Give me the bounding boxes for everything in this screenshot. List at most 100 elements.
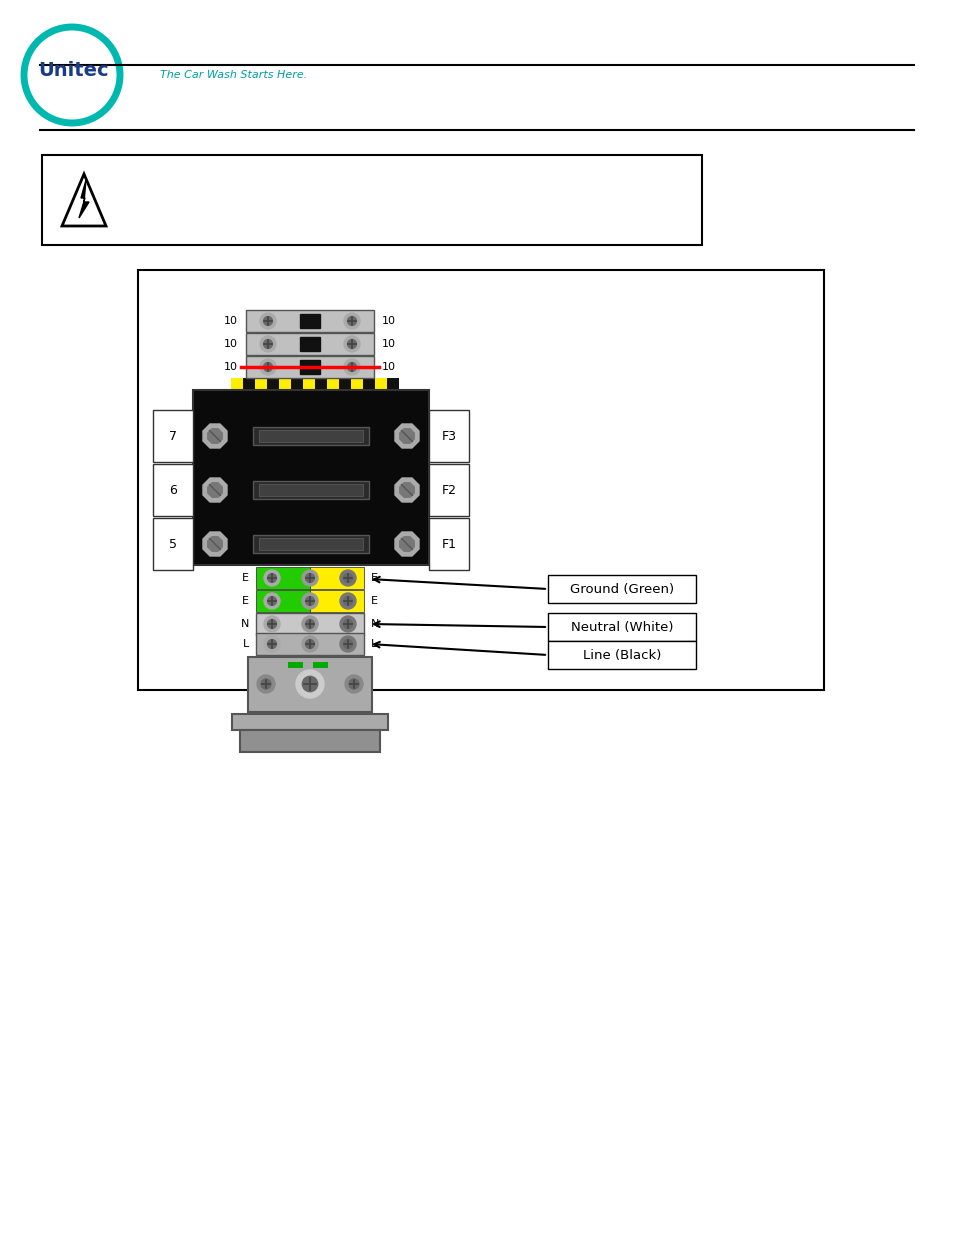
Bar bbox=[363, 391, 375, 403]
Circle shape bbox=[264, 616, 280, 632]
Bar bbox=[231, 391, 243, 403]
Text: Neutral (White): Neutral (White) bbox=[570, 620, 673, 634]
Circle shape bbox=[302, 571, 317, 585]
Bar bbox=[338, 378, 351, 391]
Bar bbox=[327, 378, 338, 391]
Circle shape bbox=[347, 340, 356, 348]
Circle shape bbox=[344, 359, 359, 375]
Circle shape bbox=[268, 573, 276, 583]
Circle shape bbox=[339, 616, 355, 632]
Bar bbox=[547, 576, 696, 603]
Text: 10: 10 bbox=[224, 316, 237, 326]
Circle shape bbox=[302, 593, 317, 609]
Bar bbox=[299, 337, 319, 351]
Circle shape bbox=[295, 671, 324, 698]
Bar bbox=[152, 517, 193, 571]
Text: 10: 10 bbox=[224, 362, 237, 372]
Circle shape bbox=[260, 336, 275, 352]
Bar bbox=[338, 391, 351, 403]
Text: Line (Black): Line (Black) bbox=[582, 648, 660, 662]
Text: 10: 10 bbox=[381, 316, 395, 326]
Circle shape bbox=[264, 593, 280, 609]
Bar bbox=[267, 378, 278, 391]
Bar bbox=[429, 517, 469, 571]
Bar bbox=[255, 590, 310, 613]
Bar bbox=[547, 613, 696, 641]
Circle shape bbox=[24, 27, 120, 124]
Circle shape bbox=[263, 340, 273, 348]
Bar bbox=[231, 378, 243, 391]
Circle shape bbox=[260, 359, 275, 375]
Text: N: N bbox=[240, 619, 249, 629]
Circle shape bbox=[268, 620, 276, 629]
Text: F2: F2 bbox=[441, 483, 456, 496]
Polygon shape bbox=[395, 478, 418, 501]
Bar bbox=[248, 657, 372, 713]
Bar bbox=[351, 378, 363, 391]
Text: Unitec: Unitec bbox=[39, 61, 110, 79]
Polygon shape bbox=[203, 478, 227, 501]
Circle shape bbox=[339, 636, 355, 652]
Polygon shape bbox=[208, 537, 222, 551]
Text: 10: 10 bbox=[381, 338, 395, 350]
Bar bbox=[258, 484, 363, 496]
Circle shape bbox=[339, 571, 355, 585]
Bar bbox=[387, 378, 398, 391]
Circle shape bbox=[260, 312, 275, 329]
Circle shape bbox=[344, 336, 359, 352]
Bar bbox=[253, 427, 369, 445]
Circle shape bbox=[347, 363, 356, 372]
Bar bbox=[246, 333, 374, 354]
Bar bbox=[314, 378, 327, 391]
Text: N: N bbox=[371, 619, 379, 629]
Polygon shape bbox=[399, 429, 414, 443]
Text: F1: F1 bbox=[441, 537, 456, 551]
Text: 6: 6 bbox=[169, 483, 176, 496]
Bar bbox=[278, 378, 291, 391]
Bar bbox=[303, 378, 314, 391]
Circle shape bbox=[347, 316, 356, 325]
Circle shape bbox=[263, 316, 273, 325]
Circle shape bbox=[302, 616, 317, 632]
Circle shape bbox=[268, 640, 276, 648]
Circle shape bbox=[343, 597, 352, 605]
Circle shape bbox=[264, 571, 280, 585]
Text: E: E bbox=[242, 597, 249, 606]
Bar bbox=[351, 391, 363, 403]
Text: L: L bbox=[371, 638, 376, 650]
Circle shape bbox=[343, 573, 352, 583]
Polygon shape bbox=[399, 537, 414, 551]
Bar bbox=[314, 391, 327, 403]
Bar bbox=[254, 378, 267, 391]
Bar bbox=[258, 538, 363, 550]
Circle shape bbox=[305, 640, 314, 648]
Polygon shape bbox=[62, 174, 106, 226]
Bar bbox=[429, 410, 469, 462]
Text: The Car Wash Starts Here.: The Car Wash Starts Here. bbox=[160, 70, 307, 80]
Bar bbox=[255, 634, 364, 655]
Circle shape bbox=[344, 312, 359, 329]
Text: E: E bbox=[371, 597, 377, 606]
Bar bbox=[363, 378, 375, 391]
Circle shape bbox=[343, 640, 352, 648]
Bar bbox=[310, 590, 364, 613]
Circle shape bbox=[339, 593, 355, 609]
Polygon shape bbox=[395, 532, 418, 556]
Bar bbox=[299, 359, 319, 374]
Circle shape bbox=[256, 676, 274, 693]
Circle shape bbox=[305, 573, 314, 583]
Bar bbox=[193, 390, 429, 564]
Bar bbox=[138, 270, 823, 690]
Bar bbox=[253, 480, 369, 499]
Text: L: L bbox=[242, 638, 249, 650]
Bar bbox=[375, 378, 387, 391]
Bar bbox=[429, 464, 469, 516]
Bar bbox=[291, 391, 303, 403]
Bar bbox=[152, 410, 193, 462]
Bar bbox=[240, 730, 379, 752]
Bar bbox=[387, 391, 398, 403]
Polygon shape bbox=[79, 180, 89, 219]
Circle shape bbox=[349, 679, 358, 689]
Bar bbox=[42, 156, 701, 245]
Bar bbox=[310, 567, 364, 589]
